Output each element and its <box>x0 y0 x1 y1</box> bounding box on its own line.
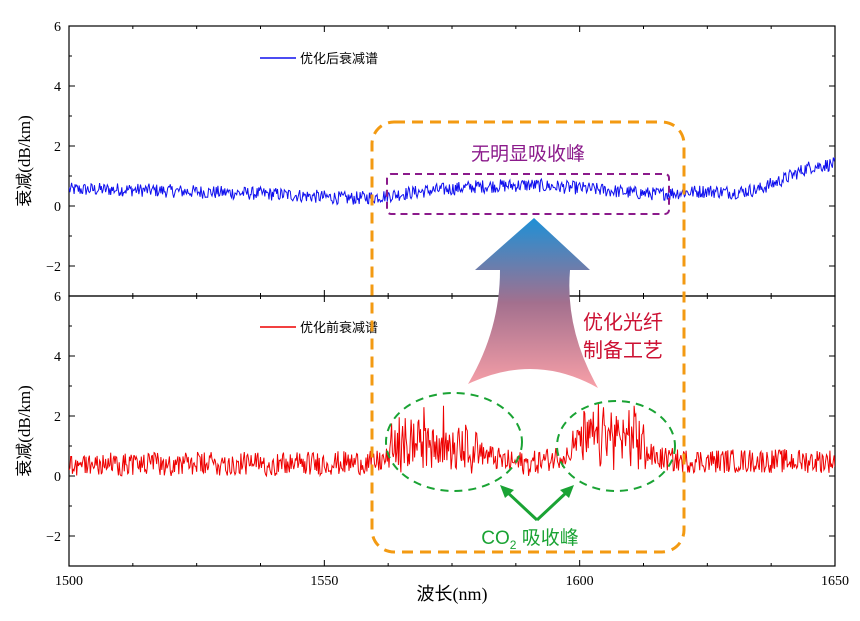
co2-peak-annotation: CO2 吸收峰 <box>481 527 578 552</box>
co2-arrow-right <box>535 489 570 522</box>
co2-arrowhead-right <box>560 485 574 498</box>
x-tick-label: 1600 <box>566 574 594 589</box>
y-tick-label: 2 <box>54 140 61 155</box>
x-axis-label: 波长(nm) <box>417 584 488 605</box>
bottom-y-axis-label: 衰减(dB/km) <box>15 385 34 477</box>
co2-peak-ellipse-left <box>385 392 523 492</box>
x-tick-label: 1650 <box>821 574 849 589</box>
process-annotation-line1: 优化光纤 <box>583 311 663 334</box>
y-tick-label: 2 <box>54 410 61 425</box>
y-tick-label: 6 <box>54 20 61 35</box>
y-tick-label: 4 <box>54 350 61 365</box>
no-peak-region-box <box>386 173 670 215</box>
co2-arrow-left <box>504 489 539 522</box>
comparison-region-box <box>370 120 686 554</box>
x-tick-label: 1550 <box>310 574 338 589</box>
series-line-before <box>69 403 835 478</box>
x-tick-label: 1500 <box>55 574 83 589</box>
bottom-plot-frame <box>68 295 836 567</box>
y-tick-label: 6 <box>54 290 61 305</box>
top-plot-frame <box>68 25 836 297</box>
process-annotation-line2: 制备工艺 <box>583 339 663 362</box>
top-legend-label: 优化后衰减谱 <box>300 51 378 66</box>
y-tick-label: 0 <box>54 200 61 215</box>
series-line-after <box>69 157 835 206</box>
y-tick-label: −2 <box>46 260 61 275</box>
improvement-arrow <box>468 218 598 388</box>
y-tick-label: −2 <box>46 530 61 545</box>
bottom-legend-label: 优化前衰减谱 <box>300 320 378 335</box>
top-y-axis-label: 衰减(dB/km) <box>15 115 34 207</box>
co2-arrowhead-left <box>500 485 514 498</box>
no-peak-annotation: 无明显吸收峰 <box>471 143 585 165</box>
co2-peak-ellipse-right <box>556 400 676 492</box>
y-tick-label: 4 <box>54 80 61 95</box>
y-tick-label: 0 <box>54 470 61 485</box>
